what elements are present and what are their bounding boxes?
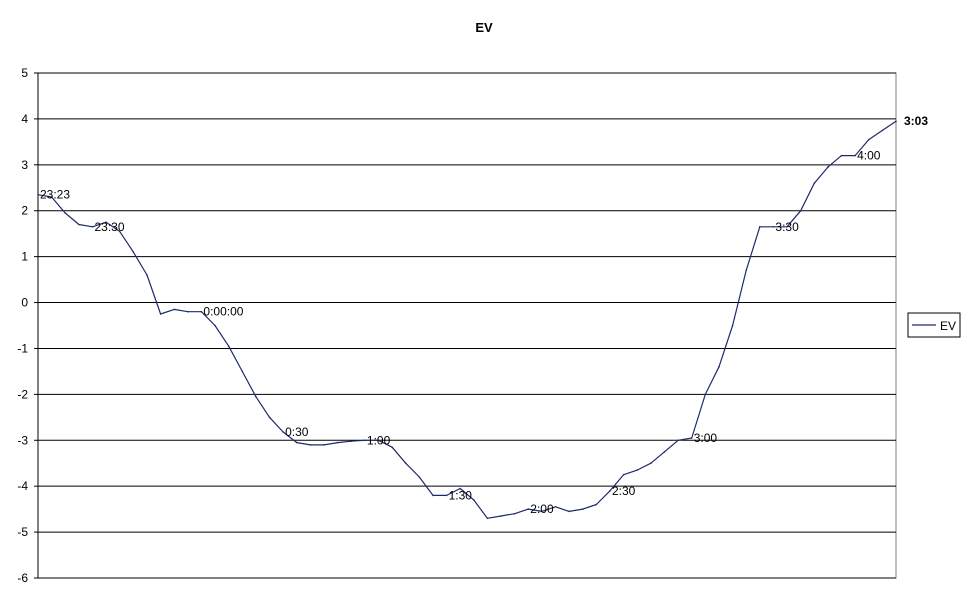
data-point bbox=[432, 494, 434, 497]
y-tick-label: -4 bbox=[17, 479, 28, 493]
time-annotation: 1:30 bbox=[449, 488, 473, 502]
data-point bbox=[840, 154, 843, 157]
time-annotation: 3:00 bbox=[694, 431, 718, 445]
data-point bbox=[622, 473, 625, 476]
y-tick-label: 5 bbox=[21, 66, 28, 80]
legend: EV bbox=[907, 312, 961, 338]
time-annotation: 23:23 bbox=[40, 188, 70, 202]
data-point bbox=[64, 212, 66, 214]
data-point bbox=[527, 508, 530, 510]
data-point bbox=[78, 223, 80, 226]
time-annotation: 4:00 bbox=[857, 149, 881, 163]
chart-title: EV bbox=[475, 20, 493, 35]
data-point bbox=[799, 209, 802, 212]
data-point bbox=[187, 310, 189, 313]
y-tick-label: 1 bbox=[21, 250, 28, 264]
data-point bbox=[118, 230, 121, 233]
data-point bbox=[418, 476, 421, 478]
data-point bbox=[759, 226, 761, 228]
data-point bbox=[159, 313, 162, 315]
data-point bbox=[718, 366, 720, 368]
data-point bbox=[91, 226, 94, 228]
data-point bbox=[895, 120, 897, 122]
time-annotation: 3:03 bbox=[904, 114, 928, 128]
y-axis-ticks: 5 4 3 2 1 0 -1 -2 -3 -4 -5 -6 bbox=[17, 66, 39, 585]
y-tick-label: 0 bbox=[21, 296, 28, 310]
data-point bbox=[391, 446, 393, 449]
y-tick-label: -5 bbox=[17, 525, 28, 539]
y-tick-label: -3 bbox=[17, 433, 28, 447]
data-point bbox=[350, 440, 353, 443]
data-point bbox=[132, 251, 135, 253]
data-point bbox=[554, 506, 557, 508]
data-point bbox=[500, 515, 502, 517]
data-point bbox=[881, 129, 884, 132]
data-point bbox=[568, 510, 570, 513]
data-point bbox=[486, 517, 489, 520]
time-annotation: 2:00 bbox=[530, 502, 554, 516]
data-point bbox=[868, 138, 870, 141]
data-point bbox=[541, 510, 543, 513]
data-point bbox=[404, 462, 407, 465]
y-tick-label: -1 bbox=[17, 341, 28, 355]
y-tick-label: -2 bbox=[17, 387, 28, 401]
y-tick-label: 3 bbox=[21, 158, 28, 172]
data-point bbox=[200, 310, 203, 313]
data-point bbox=[854, 154, 856, 157]
data-point bbox=[323, 444, 325, 446]
data-point bbox=[445, 494, 448, 497]
y-tick-label: -6 bbox=[17, 571, 28, 585]
data-point bbox=[146, 274, 148, 276]
data-point bbox=[690, 437, 693, 439]
data-point bbox=[636, 469, 638, 471]
data-point bbox=[595, 503, 598, 506]
data-point bbox=[268, 416, 271, 419]
data-point bbox=[227, 345, 230, 348]
data-point bbox=[473, 499, 475, 501]
data-point bbox=[50, 196, 53, 198]
data-point bbox=[459, 487, 462, 490]
data-point bbox=[37, 193, 39, 196]
time-annotation: 2:30 bbox=[612, 484, 636, 498]
data-point bbox=[827, 166, 829, 168]
data-point bbox=[786, 226, 788, 228]
data-point bbox=[772, 226, 775, 228]
legend-label: EV bbox=[940, 319, 956, 333]
data-point bbox=[309, 444, 312, 446]
data-point bbox=[650, 462, 652, 465]
series-layer bbox=[37, 120, 897, 520]
data-point bbox=[214, 324, 216, 327]
data-point bbox=[609, 490, 611, 492]
time-annotation: 0:30 bbox=[285, 425, 309, 439]
time-annotation: 23:30 bbox=[95, 220, 125, 234]
data-point bbox=[173, 308, 175, 311]
data-point bbox=[745, 269, 747, 272]
data-point bbox=[255, 395, 257, 398]
time-annotation: 1:00 bbox=[367, 433, 391, 447]
data-point bbox=[282, 431, 284, 433]
data-point bbox=[513, 512, 516, 515]
data-point bbox=[241, 370, 244, 373]
y-tick-label: 2 bbox=[21, 204, 28, 218]
data-point bbox=[731, 324, 734, 327]
data-point bbox=[364, 439, 366, 442]
time-annotation: 3:30 bbox=[775, 220, 799, 234]
data-point bbox=[377, 439, 380, 442]
time-annotation: 0:00:00 bbox=[203, 305, 243, 319]
data-point bbox=[105, 221, 107, 223]
data-point bbox=[677, 439, 679, 442]
data-point bbox=[704, 393, 707, 396]
data-point bbox=[582, 508, 584, 510]
data-point bbox=[813, 182, 816, 184]
annotation-layer: 23:23 23:30 0:00:00 0:30 1:00 1:30 2:00 2:30 3:0… bbox=[40, 114, 928, 516]
series-line-ev bbox=[37, 120, 897, 519]
data-point bbox=[336, 441, 339, 444]
data-point bbox=[663, 451, 666, 453]
data-point bbox=[296, 441, 298, 444]
y-tick-label: 4 bbox=[21, 112, 28, 126]
